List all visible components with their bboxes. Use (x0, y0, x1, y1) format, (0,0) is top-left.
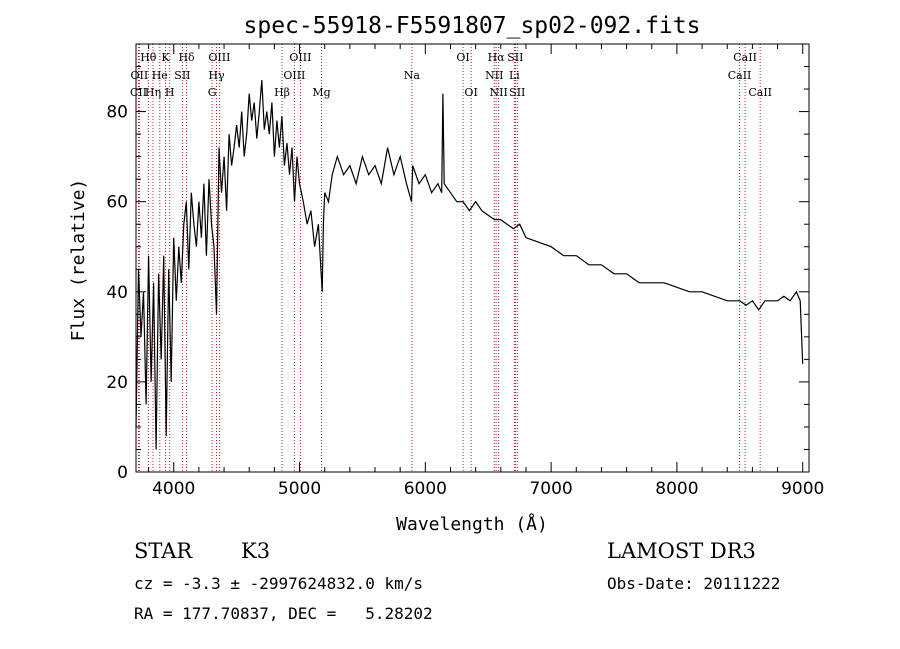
x-tick-label: 8000 (655, 479, 698, 499)
y-tick-label: 20 (106, 373, 128, 393)
class-label: STAR (134, 539, 193, 563)
spectral-line-label: He (152, 69, 168, 82)
spectral-line-label: Mg (312, 86, 330, 99)
x-tick-label: 9000 (781, 479, 824, 499)
subclass-label: K3 (241, 539, 271, 563)
x-axis-label: Wavelength (Å) (396, 513, 548, 535)
y-axis-label: Flux (relative) (68, 179, 89, 342)
spectral-line-markers (138, 44, 761, 472)
y-tick-label: 40 (106, 283, 128, 303)
spectral-line-label: OIII (289, 51, 311, 64)
spectral-line-label: Hθ (140, 51, 157, 64)
spectral-line-label: OIII (283, 69, 305, 82)
spectral-line-label: Hβ (274, 86, 290, 99)
x-tick-label: 7000 (529, 479, 572, 499)
spectral-line-label: Li (509, 69, 520, 82)
spectral-line-label: G (208, 86, 217, 99)
spectral-line-labels: Hθ OII CII He Hη K SII H Hδ OIII Hγ G Hβ OIII OIII Mg Na… (130, 51, 772, 99)
spectral-line-label: NII (490, 86, 508, 99)
spectral-line-label: Hγ (208, 69, 225, 82)
spectral-line-label: CII (130, 86, 147, 99)
x-tick-label: 5000 (278, 479, 321, 499)
spectral-line-label: Hα (488, 51, 506, 64)
coordinates-label: RA = 177.70837, DEC = 5.28202 (134, 604, 433, 623)
x-tick-label: 4000 (152, 479, 195, 499)
spectral-line-label: H (165, 86, 175, 99)
plot-frame (135, 43, 810, 473)
y-tick-label: 0 (117, 463, 128, 483)
x-axis: 4000 5000 6000 7000 8000 9000 (148, 44, 824, 499)
spectral-line-label: Na (404, 69, 421, 82)
redshift-label: cz = -3.3 ± -2997624832.0 km/s (134, 574, 423, 593)
spectral-line-label: SII (174, 69, 190, 82)
spectral-line-label: Hδ (178, 51, 195, 64)
spectral-line-label: SII (507, 51, 523, 64)
spectral-line-label: NII (485, 69, 503, 82)
y-axis: 0 20 40 60 80 (106, 66, 809, 483)
spectral-line-label: SII (509, 86, 525, 99)
spectrum-line (135, 79, 804, 450)
y-tick-label: 80 (106, 103, 128, 123)
spectral-line-label: CaII (728, 69, 752, 82)
obs-date-label: Obs-Date: 20111222 (607, 574, 781, 593)
spectral-line-label: OII (131, 69, 149, 82)
spectral-line-label: OI (464, 86, 477, 99)
chart-title: spec-55918-F5591807_sp02-092.fits (244, 13, 701, 39)
y-tick-label: 60 (106, 193, 128, 213)
spectral-line-label: K (161, 51, 170, 64)
spectral-line-label: CaII (733, 51, 757, 64)
spectral-line-label: CaII (748, 86, 772, 99)
spectral-line-label: OI (456, 51, 469, 64)
spectral-line-label: OIII (208, 51, 230, 64)
spectral-line-label: Hη (145, 86, 161, 99)
survey-label: LAMOST DR3 (607, 539, 756, 563)
x-tick-label: 6000 (404, 479, 447, 499)
